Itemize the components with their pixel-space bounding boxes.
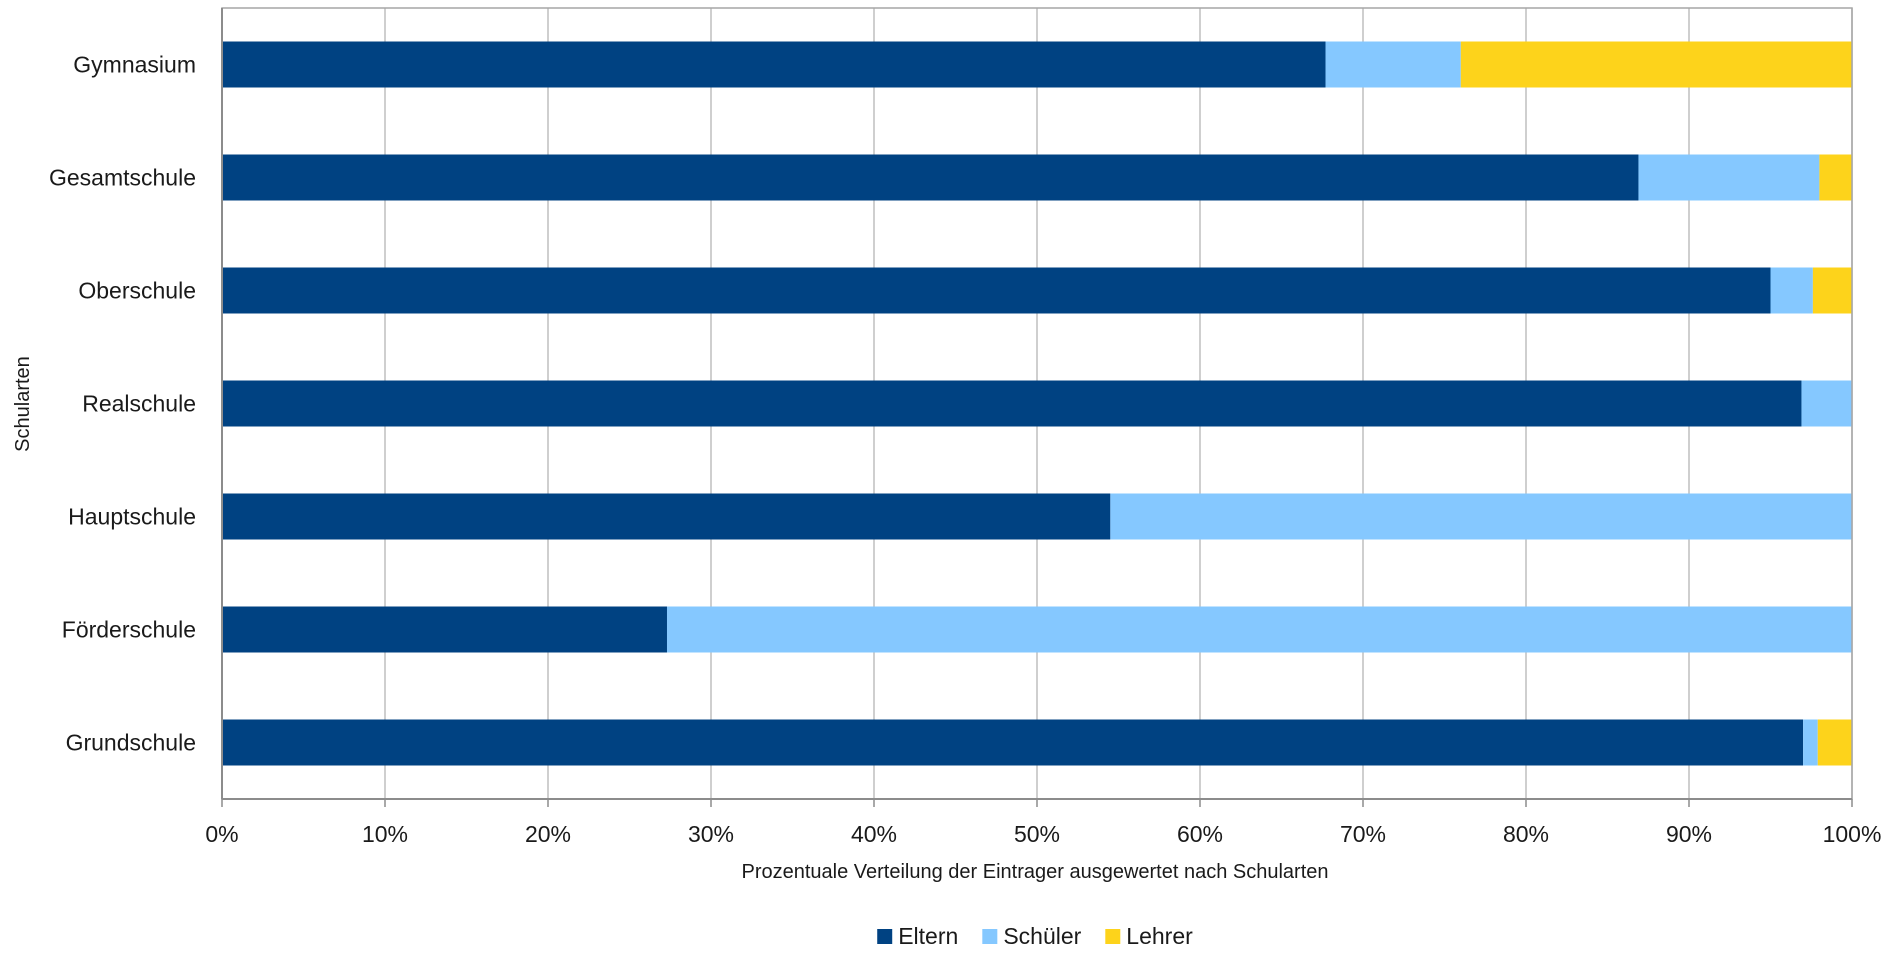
bar-segment-lehrer (1460, 41, 1852, 88)
x-tick-label: 90% (1666, 821, 1712, 847)
x-tick-label: 40% (851, 821, 897, 847)
bar-segment-schüler (1770, 267, 1813, 314)
category-label: Grundschule (66, 730, 196, 756)
bar-segment-eltern (222, 154, 1639, 201)
bar-segment-schüler (666, 606, 1852, 653)
x-tick-label: 60% (1177, 821, 1223, 847)
y-axis-title: Schularten (12, 356, 34, 452)
bar-segment-lehrer (1812, 267, 1852, 314)
x-tick-label: 10% (362, 821, 408, 847)
category-label: Gesamtschule (49, 165, 196, 191)
legend-label-schüler: Schüler (1003, 923, 1081, 949)
bar-segment-eltern (222, 719, 1804, 766)
x-tick-label: 50% (1014, 821, 1060, 847)
legend-label-lehrer: Lehrer (1126, 923, 1193, 949)
legend: Eltern Schüler Lehrer (877, 923, 1193, 949)
bar-segment-eltern (222, 606, 667, 653)
category-label: Förderschule (62, 617, 196, 643)
plot-frame (221, 7, 1853, 807)
bar-segment-schüler (1638, 154, 1820, 201)
x-tick-label: 70% (1340, 821, 1386, 847)
bar-segment-eltern (222, 380, 1802, 427)
bar-segment-eltern (222, 267, 1771, 314)
legend-swatch-eltern (877, 929, 893, 944)
bar-segment-schüler (1110, 493, 1852, 540)
category-label: Oberschule (78, 278, 196, 304)
x-tick-label: 100% (1823, 821, 1882, 847)
x-tick-label: 0% (205, 821, 238, 847)
bar-segment-lehrer (1817, 719, 1852, 766)
x-tick-label: 80% (1503, 821, 1549, 847)
bar-segment-schüler (1801, 380, 1852, 427)
x-tick-labels: 0% 10% 20% 30% 40% 50% 60% 70% 80% 90% 100% (205, 821, 1881, 847)
category-label: Gymnasium (73, 52, 196, 78)
legend-label-eltern: Eltern (898, 923, 958, 949)
bars (222, 41, 1852, 766)
legend-swatch-schüler (982, 929, 998, 944)
bar-segment-eltern (222, 41, 1326, 88)
bar-segment-lehrer (1819, 154, 1852, 201)
x-tick-label: 20% (525, 821, 571, 847)
x-tick-label: 30% (688, 821, 734, 847)
category-label: Realschule (82, 391, 196, 417)
bar-segment-schüler (1325, 41, 1461, 88)
bar-segment-schüler (1803, 719, 1818, 766)
bar-segment-eltern (222, 493, 1111, 540)
category-label: Hauptschule (68, 504, 196, 530)
legend-swatch-lehrer (1105, 929, 1121, 944)
x-axis-title: Prozentuale Verteilung der Eintrager aus… (741, 861, 1328, 883)
category-labels: Gymnasium Gesamtschule Oberschule Realschul… (49, 52, 196, 756)
